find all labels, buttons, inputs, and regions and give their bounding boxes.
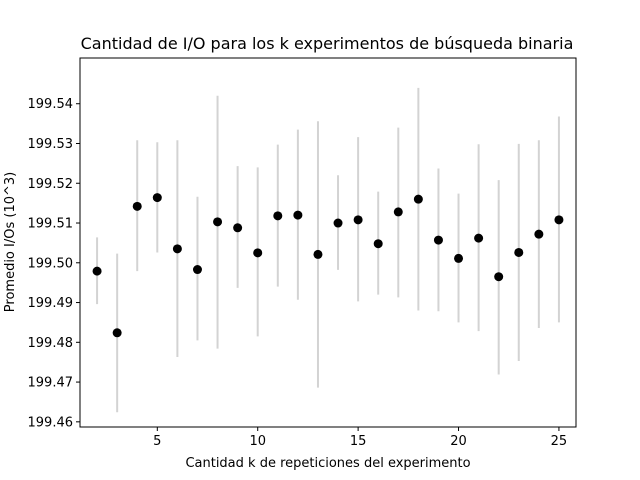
- data-point: [213, 217, 223, 227]
- y-tick-label: 199.47: [28, 376, 74, 391]
- data-point: [393, 207, 403, 217]
- x-tick-label: 5: [153, 434, 161, 449]
- y-tick-label: 199.54: [28, 97, 74, 112]
- y-tick-label: 199.53: [28, 137, 74, 152]
- data-point: [353, 215, 363, 225]
- data-point: [474, 233, 484, 243]
- data-point: [92, 266, 102, 276]
- x-axis: 5 10 15 20 25: [153, 427, 567, 449]
- y-tick-label: 199.50: [28, 256, 74, 271]
- data-point: [554, 215, 564, 225]
- data-point: [273, 211, 283, 221]
- data-point: [233, 223, 243, 233]
- data-point: [313, 249, 323, 259]
- y-tick-label: 199.51: [28, 217, 74, 232]
- data-point: [172, 244, 182, 254]
- data-point: [413, 194, 423, 204]
- data-point: [433, 235, 443, 245]
- y-tick-label: 199.48: [28, 336, 74, 351]
- data-point: [333, 218, 343, 228]
- data-point: [514, 247, 524, 257]
- data-point: [494, 272, 504, 282]
- y-axis-label: Promedio I/Os (10^3): [3, 172, 18, 312]
- data-point: [132, 201, 142, 211]
- y-axis: 199.46 199.47 199.48 199.49 199.50 199.51 199.…: [28, 97, 80, 430]
- plot-area: [92, 87, 564, 413]
- data-point: [534, 229, 544, 239]
- chart-title: Cantidad de I/O para los k experimentos …: [81, 34, 574, 53]
- x-tick-label: 10: [249, 434, 266, 449]
- x-axis-label: Cantidad k de repeticiones del experimen…: [185, 456, 470, 471]
- data-point: [373, 239, 383, 249]
- data-point: [253, 248, 263, 258]
- data-point: [192, 265, 202, 275]
- y-tick-label: 199.52: [28, 177, 74, 192]
- data-point: [112, 328, 122, 338]
- plot-frame: [79, 57, 577, 428]
- y-tick-label: 199.46: [28, 415, 74, 430]
- x-tick-label: 25: [551, 434, 568, 449]
- x-tick-label: 15: [350, 434, 367, 449]
- data-point: [152, 193, 162, 203]
- data-point: [293, 210, 303, 220]
- data-point: [454, 253, 464, 263]
- y-tick-label: 199.49: [28, 296, 74, 311]
- x-tick-label: 20: [450, 434, 467, 449]
